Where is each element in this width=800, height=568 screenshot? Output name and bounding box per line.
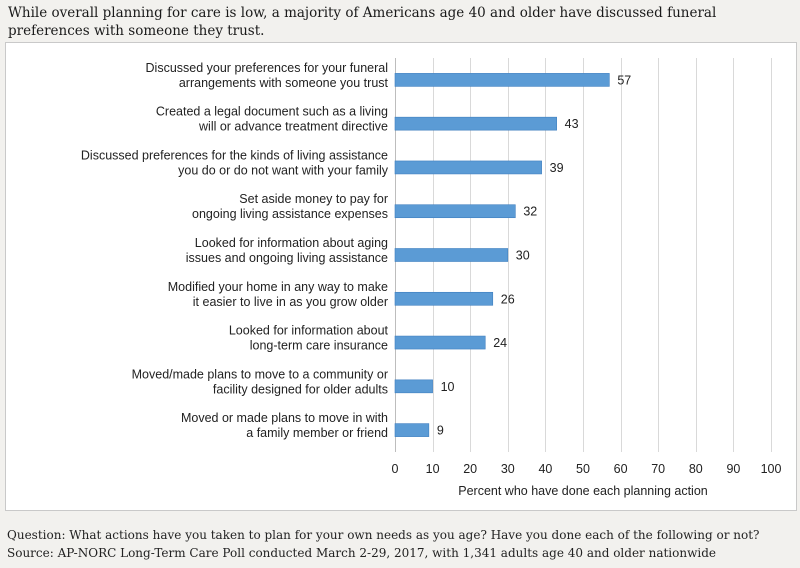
value-label-2: 43 <box>565 117 579 131</box>
x-tick-label-20: 20 <box>463 462 477 476</box>
category-label-3: Discussed preferences for the kinds of l… <box>81 148 389 177</box>
bar-chart: 57 Discussed your preferences for your fu… <box>81 58 782 498</box>
category-label-8: Moved/made plans to move to a community … <box>132 367 388 396</box>
value-label-1: 57 <box>617 73 631 87</box>
x-tick-label-70: 70 <box>651 462 665 476</box>
category-label-2: Created a legal document such as a livin… <box>156 105 388 134</box>
value-label-5: 30 <box>516 249 530 263</box>
category-label-1: Discussed your preferences for your fune… <box>146 61 389 90</box>
category-label-9: Moved or made plans to move in with a fam… <box>181 411 388 440</box>
bar-8 <box>394 379 433 394</box>
bar-6 <box>394 291 494 306</box>
bar-1 <box>394 73 610 87</box>
value-label-9: 9 <box>437 424 444 438</box>
bar-2 <box>394 116 557 131</box>
x-tick-label-60: 60 <box>614 462 628 476</box>
x-tick-label-100: 100 <box>761 462 782 476</box>
value-label-4: 32 <box>523 205 537 219</box>
question-note: Question: What actions have you taken to… <box>7 528 760 542</box>
value-label-8: 10 <box>441 380 455 394</box>
x-tick-label-10: 10 <box>426 462 440 476</box>
bar-9 <box>394 423 430 437</box>
chart-title: While overall planning for care is low, … <box>8 5 717 39</box>
x-tick-label-40: 40 <box>538 462 552 476</box>
category-label-7: Looked for information about long-term ca… <box>229 324 389 353</box>
category-label-5: Looked for information about aging issues… <box>186 236 388 265</box>
x-tick-label-80: 80 <box>689 462 703 476</box>
source-note: Source: AP-NORC Long-Term Care Poll cond… <box>7 546 716 560</box>
x-tick-label-90: 90 <box>726 462 740 476</box>
bar-3 <box>394 160 542 175</box>
bar-7 <box>394 335 486 350</box>
value-label-7: 24 <box>493 336 507 350</box>
category-label-4: Set aside money to pay for ongoing living… <box>192 192 388 221</box>
chart-panel: 57 Discussed your preferences for your fu… <box>5 42 797 511</box>
bar-5 <box>394 248 509 262</box>
chart-footer: Question: What actions have you taken to… <box>7 526 797 562</box>
x-axis-label: Percent who have done each planning acti… <box>458 484 708 498</box>
value-label-6: 26 <box>501 292 515 306</box>
category-label-6: Modified your home in any way to make it … <box>168 280 388 309</box>
x-tick-label-30: 30 <box>501 462 515 476</box>
x-tick-label-0: 0 <box>392 462 399 476</box>
bar-4 <box>394 204 516 219</box>
x-tick-label-50: 50 <box>576 462 590 476</box>
value-label-3: 39 <box>550 161 564 175</box>
